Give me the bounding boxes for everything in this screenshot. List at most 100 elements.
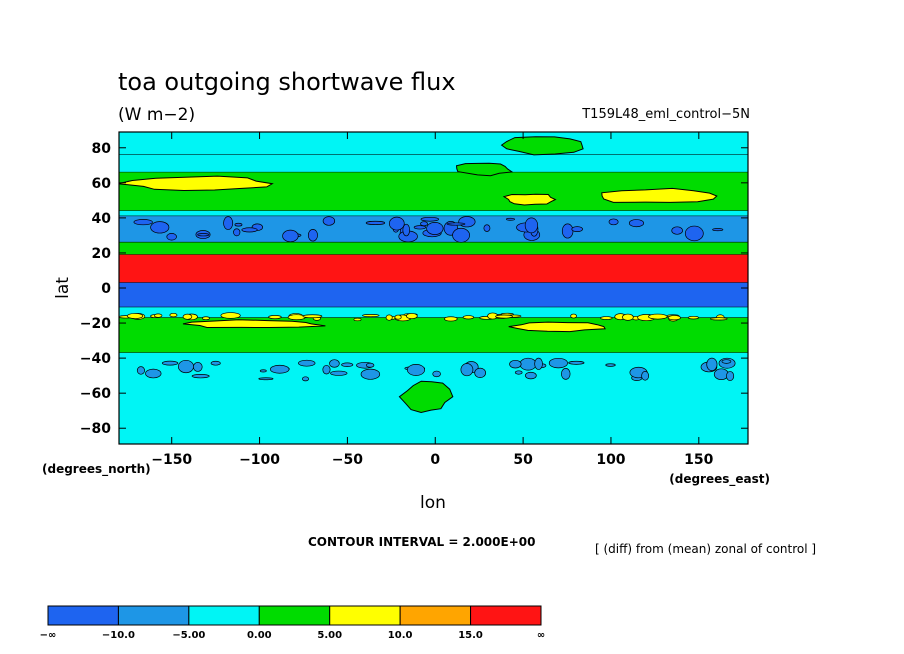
contour-speckle [509, 359, 522, 369]
contour-speckle [223, 216, 234, 230]
contour-speckle [710, 317, 728, 321]
contour-speckle [389, 216, 405, 231]
contour-speckle [191, 374, 210, 379]
x-tick-label: −150 [151, 452, 192, 468]
contour-speckle [458, 216, 476, 228]
y-tick-label: 40 [92, 211, 112, 227]
contour-speckle [197, 233, 210, 237]
x-tick-label: −50 [332, 452, 363, 468]
contour-speckle [169, 312, 178, 318]
contour-interval-label: CONTOUR INTERVAL = 2.000E+00 [308, 535, 535, 549]
colorbar-swatch [117, 605, 190, 626]
contour-speckle [561, 223, 574, 239]
contour-speckle [145, 368, 162, 379]
contour-speckle [133, 218, 153, 226]
zonal-band [119, 132, 748, 155]
contour-speckle [605, 363, 616, 367]
contour-speckle [600, 316, 613, 320]
contour-speckle [726, 371, 735, 382]
contour-speckle [259, 369, 267, 373]
contour-speckle [514, 370, 523, 375]
x-tick-label: 0 [430, 452, 440, 468]
contour-speckle [420, 221, 428, 227]
contour-speckle [687, 315, 700, 320]
contour-speckle [322, 216, 336, 226]
x-axis-label: lon [420, 493, 446, 513]
contour-speckle [394, 314, 402, 320]
contour-speckle [570, 313, 577, 319]
contour-patch [182, 319, 326, 329]
chart-title: toa outgoing shortwave flux [118, 68, 456, 96]
contour-speckle [548, 357, 568, 369]
colorbar-label: 15.0 [458, 630, 483, 641]
contour-speckle [432, 370, 441, 378]
contour-speckle [667, 315, 681, 321]
x-tick-label: 150 [684, 452, 713, 468]
contour-speckle [426, 222, 444, 235]
contour-speckle [474, 367, 486, 378]
contour-speckle [258, 377, 274, 381]
contour-speckle [192, 362, 203, 372]
colorbar-label: −5.00 [172, 630, 205, 641]
colorbar: −∞ −10.0 −5.00 0.00 5.00 10.0 15.0 ∞ [40, 605, 545, 641]
contour-speckle [483, 224, 491, 232]
contour-speckle [534, 357, 543, 370]
contour-speckle [210, 360, 221, 366]
contour-speckle [628, 219, 645, 228]
contour-speckle [302, 314, 323, 319]
contour-speckle [561, 368, 571, 380]
colorbar-swatch [258, 605, 331, 626]
contour-speckle [713, 368, 729, 380]
contour-speckle [721, 359, 732, 364]
x-axis-ticks: −150 −100 −50 0 50 100 150 [151, 132, 714, 468]
contour-speckle [136, 366, 145, 375]
contour-speckle [298, 359, 316, 367]
contour-speckle [329, 359, 340, 368]
experiment-label: T159L48_eml_control−5N [581, 107, 750, 122]
contour-speckle [233, 228, 241, 237]
contour-speckle [201, 316, 210, 321]
y-tick-label: 60 [92, 176, 112, 192]
contour-speckle [269, 364, 290, 374]
contour-patch [119, 175, 274, 192]
contour-speckle [307, 229, 318, 242]
contour-speckle [406, 364, 426, 376]
contour-speckle [648, 313, 668, 320]
contour-speckle [341, 362, 354, 367]
x-tick-label: −100 [239, 452, 280, 468]
contour-speckle [353, 317, 362, 322]
contour-patch [398, 380, 454, 414]
contour-speckle [385, 314, 393, 321]
contour-speckle [622, 313, 634, 321]
contour-speckle [706, 357, 718, 371]
contour-speckle [177, 359, 194, 374]
colorbar-label: 5.00 [317, 630, 342, 641]
contour-speckle [684, 225, 704, 242]
x-tick-label: 100 [596, 452, 625, 468]
contour-speckle [405, 313, 418, 320]
contour-speckle [519, 357, 537, 371]
contour-speckle [524, 217, 539, 234]
contour-speckle [641, 371, 650, 381]
contour-speckle [671, 226, 683, 235]
contour-speckle [402, 223, 411, 237]
y-axis-ticks: 80 60 40 20 0 −20 −40 −60 −80 [80, 141, 748, 437]
y-tick-label: −20 [80, 316, 111, 332]
contour-speckle [126, 313, 144, 319]
contour-speckle [330, 370, 348, 376]
contour-speckle [452, 227, 470, 243]
difference-note: [ (diff) from (mean) zonal of control ] [595, 542, 816, 556]
contour-patch [500, 136, 584, 156]
contour-speckle [182, 313, 193, 320]
contour-patch [601, 187, 718, 203]
colorbar-label: ∞ [537, 630, 545, 641]
contour-speckle [460, 363, 474, 377]
colorbar-swatch [47, 605, 119, 626]
y-tick-label: 20 [92, 246, 112, 262]
contour-speckle [302, 376, 309, 382]
contour-patch [455, 162, 514, 177]
contour-speckle [365, 362, 375, 368]
colorbar-label: 0.00 [247, 630, 272, 641]
colorbar-swatch [470, 605, 542, 626]
